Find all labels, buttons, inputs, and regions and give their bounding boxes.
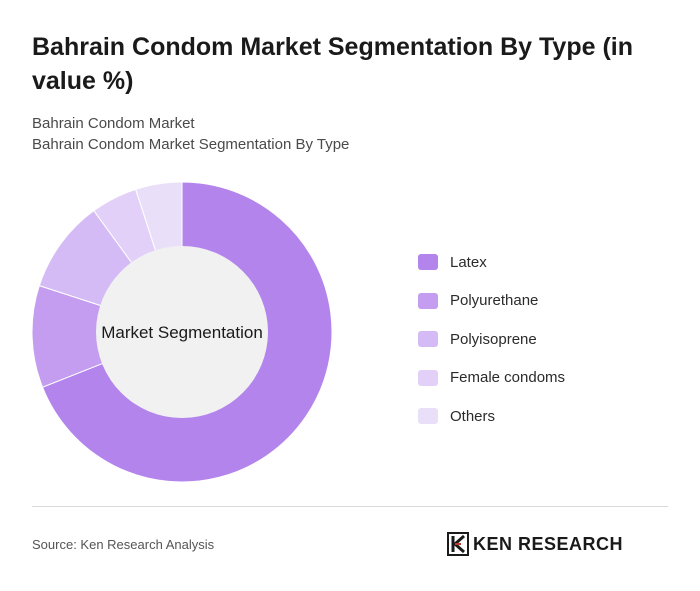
- legend-item-latex[interactable]: Latex: [418, 243, 565, 282]
- breadcrumb-segmentation: Bahrain Condom Market Segmentation By Ty…: [32, 136, 350, 153]
- source-note: Source: Ken Research Analysis: [32, 537, 215, 552]
- legend-swatch: [418, 408, 438, 425]
- legend-item-polyurethane[interactable]: Polyurethane: [418, 282, 565, 321]
- donut-center-label: Market Segmentation: [101, 323, 263, 342]
- legend-swatch: [418, 331, 438, 348]
- legend-label: Female condoms: [450, 369, 566, 387]
- ken-research-logo-icon: [447, 532, 469, 556]
- chart-legend: Latex Polyurethane Polyisoprene Female cond…: [418, 243, 565, 436]
- legend-item-female-condoms[interactable]: Female condoms: [418, 359, 565, 398]
- legend-swatch: [418, 254, 438, 271]
- footer-divider: [32, 506, 668, 507]
- ken-research-wordmark: KEN RESEARCH: [473, 533, 624, 554]
- ken-research-logo: KEN RESEARCH: [447, 531, 623, 557]
- legend-item-polyisoprene[interactable]: Polyisoprene: [418, 320, 565, 359]
- legend-swatch: [418, 369, 438, 386]
- legend-item-others[interactable]: Others: [418, 397, 565, 436]
- chart-title: Bahrain Condom Market Segmentation By Ty…: [32, 33, 634, 95]
- legend-label: Polyurethane: [450, 292, 539, 310]
- legend-label: Others: [450, 407, 496, 425]
- donut-hole: [96, 246, 268, 418]
- breadcrumb: Bahrain Condom Market Bahrain Condom Mar…: [32, 113, 349, 155]
- legend-swatch: [418, 292, 438, 309]
- legend-label: Polyisoprene: [450, 330, 537, 348]
- breadcrumb-market: Bahrain Condom Market: [32, 115, 195, 132]
- legend-label: Latex: [450, 253, 487, 271]
